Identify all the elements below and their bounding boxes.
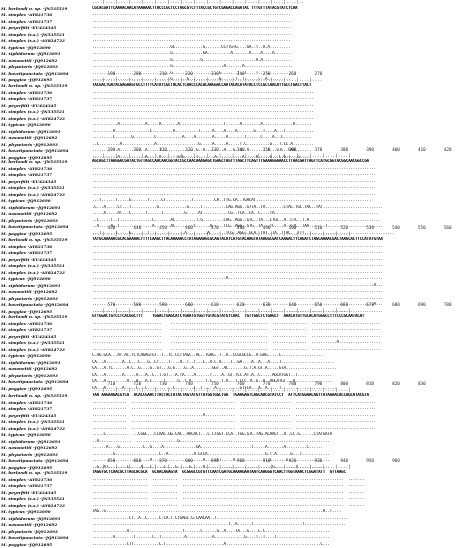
sequence-row: ...............CTT...........C.T........… [92, 542, 474, 548]
taxon-label: M. paggiae -JQ912695 [1, 542, 89, 548]
alignment-block: 850 860 870 880 890 900 910 920 930 940 … [0, 459, 474, 547]
alignment-block: 190 200 210 220 230 240 250 260 270....|… [0, 72, 474, 160]
alignment-block: 430 440 450 460 470 480 490 500 510 520 … [0, 226, 474, 314]
alignment-block: 570 580 590 600 610 620 630 640 650 660 … [0, 303, 474, 391]
alignment-block: 290 300 310 320 330 340 350 360 370 380 … [0, 148, 474, 236]
alignment-block: 710 720 730 740 750 760 770 780 790 800 … [0, 382, 474, 470]
